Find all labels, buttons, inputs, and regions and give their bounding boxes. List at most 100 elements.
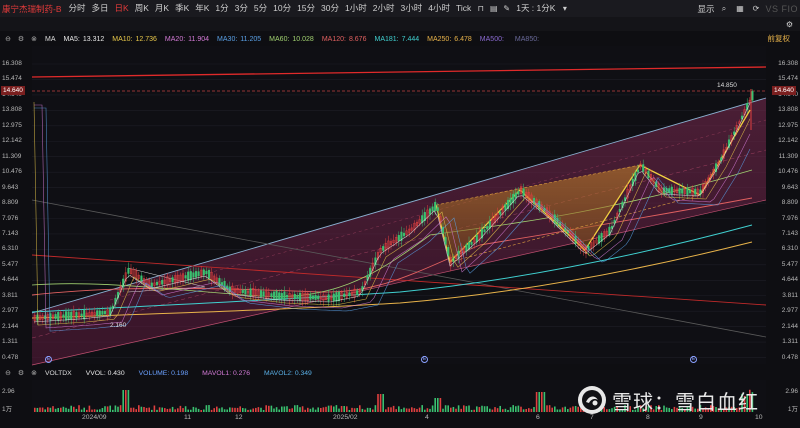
period-tab[interactable]: 10分 [273, 3, 292, 13]
settings-icon[interactable]: ⚙ [17, 370, 25, 377]
volume-bar [556, 409, 559, 412]
collapse-icon[interactable]: ⊖ [5, 370, 11, 377]
volume-bar [153, 405, 156, 412]
sync-icon[interactable]: ⟳ [752, 4, 760, 13]
volume-bar [83, 407, 85, 412]
period-tab[interactable]: 周K [134, 3, 149, 13]
volume-bar [645, 406, 647, 412]
candle [330, 295, 333, 301]
candle [98, 310, 101, 316]
candle [512, 193, 515, 204]
event-marker-icon[interactable]: E [421, 356, 428, 363]
close-icon[interactable]: ⊗ [31, 370, 37, 377]
volume-bar [239, 406, 241, 412]
volume-bar [736, 408, 738, 412]
ma-legend-item[interactable]: MA30: 11.205 [217, 36, 261, 43]
period-tab[interactable]: 1小时 [345, 3, 367, 13]
y-axis-tick: 1.311 [2, 338, 18, 346]
period-tab[interactable]: 30分 [321, 3, 340, 13]
x-axis-tick: 11 [184, 414, 192, 421]
volume-bar [694, 408, 696, 412]
gear-icon[interactable]: ⚙ [785, 20, 794, 29]
ma-legend-item[interactable]: MA5: 13.312 [64, 36, 105, 43]
candle [280, 293, 283, 300]
volume-bar [114, 405, 117, 412]
volume-legend-item: MAVOL1: 0.276 [202, 369, 250, 377]
period-tab[interactable]: 日K [114, 3, 129, 13]
period-tab[interactable]: 季K [175, 3, 190, 13]
period-tab[interactable]: 分时 [68, 3, 86, 13]
candle [499, 211, 502, 215]
volume-bar [47, 407, 49, 412]
layout-icon[interactable]: ▦ [736, 4, 744, 13]
volume-bar [296, 405, 299, 412]
event-marker-icon[interactable]: E [45, 356, 52, 363]
volume-bar [122, 390, 124, 412]
volume-bar [361, 408, 364, 412]
settings-icon[interactable]: ⚙ [17, 36, 25, 43]
candle [473, 238, 476, 244]
ma-legend-item[interactable]: MA60: 10.028 [269, 36, 314, 43]
period-tab[interactable]: 1分 [215, 3, 229, 13]
period-tab[interactable]: 2小时 [372, 3, 395, 13]
ma-legend-label: MA30: [217, 35, 238, 43]
display-menu[interactable]: 显示 [697, 3, 715, 14]
collapse-icon[interactable]: ⊖ [5, 36, 11, 43]
volume-bar [686, 405, 689, 412]
sub-period-select[interactable]: 1天 : 1分K [516, 3, 556, 13]
volume-bar [195, 407, 197, 412]
period-tab[interactable]: 月K [154, 3, 170, 13]
ma-legend-item[interactable]: MA250: 6.478 [427, 36, 472, 43]
period-tab[interactable]: Tick [455, 3, 472, 13]
candle [36, 314, 39, 321]
draw-icon[interactable]: ✎ [503, 4, 511, 13]
period-tab[interactable]: 3小时 [400, 3, 423, 13]
period-tab[interactable]: 3分 [234, 3, 248, 13]
candle [519, 186, 523, 194]
volume-bar [749, 389, 751, 412]
volume-bar [132, 407, 135, 412]
period-tab[interactable]: 5分 [253, 3, 268, 13]
candle [426, 209, 429, 219]
period-tab[interactable]: 15分 [297, 3, 316, 13]
ma-legend-item[interactable]: MA850: [515, 36, 542, 43]
chevron-down-icon[interactable]: ▾ [562, 4, 567, 13]
ma-legend-item[interactable]: MA500: [480, 36, 507, 43]
sub-indicator-icon[interactable]: ⊓ [477, 4, 484, 13]
x-axis-tick: 7 [590, 414, 594, 421]
ma-legend-item[interactable]: MA20: 11.904 [165, 36, 209, 43]
y-axis-tick: 10.476 [778, 168, 798, 176]
chart-type-icon[interactable]: ▤ [489, 4, 498, 13]
candle [168, 278, 172, 283]
candle [285, 294, 289, 298]
period-tab[interactable]: 年K [195, 3, 210, 13]
volume-bar [184, 406, 187, 412]
volume-bar [507, 409, 509, 412]
volume-bar [169, 408, 171, 412]
channel-upper-line [31, 97, 767, 314]
ma-legend-item[interactable]: MA120: 8.676 [322, 36, 367, 43]
adjust-mode-button[interactable]: 前复权 [767, 34, 791, 43]
symbol-name[interactable]: 康宁杰瑞制药-B [2, 3, 62, 14]
volume-bar [265, 405, 267, 412]
search-icon[interactable]: ⌕ [721, 3, 727, 13]
period-tab[interactable]: 多日 [91, 3, 109, 13]
volume-bar [658, 405, 660, 412]
candle [639, 163, 642, 168]
ma-legend-item[interactable]: MA181: 7.444 [374, 36, 419, 43]
event-marker-icon[interactable]: E [690, 356, 697, 363]
candle [124, 272, 127, 282]
compare-label[interactable]: VS FIO [765, 3, 798, 14]
candle [236, 287, 239, 294]
close-icon[interactable]: ⊗ [31, 36, 37, 43]
volume-bar [234, 407, 236, 412]
period-tab[interactable]: 4小时 [428, 3, 450, 13]
ma-legend-item[interactable]: MA10: 12.736 [112, 36, 157, 43]
volume-bar [309, 408, 312, 412]
candle [678, 188, 681, 194]
volume-bar [408, 408, 410, 412]
short-ma-line [34, 104, 751, 329]
x-axis-tick: 2024/09 [82, 414, 107, 421]
volume-bar [439, 398, 442, 412]
